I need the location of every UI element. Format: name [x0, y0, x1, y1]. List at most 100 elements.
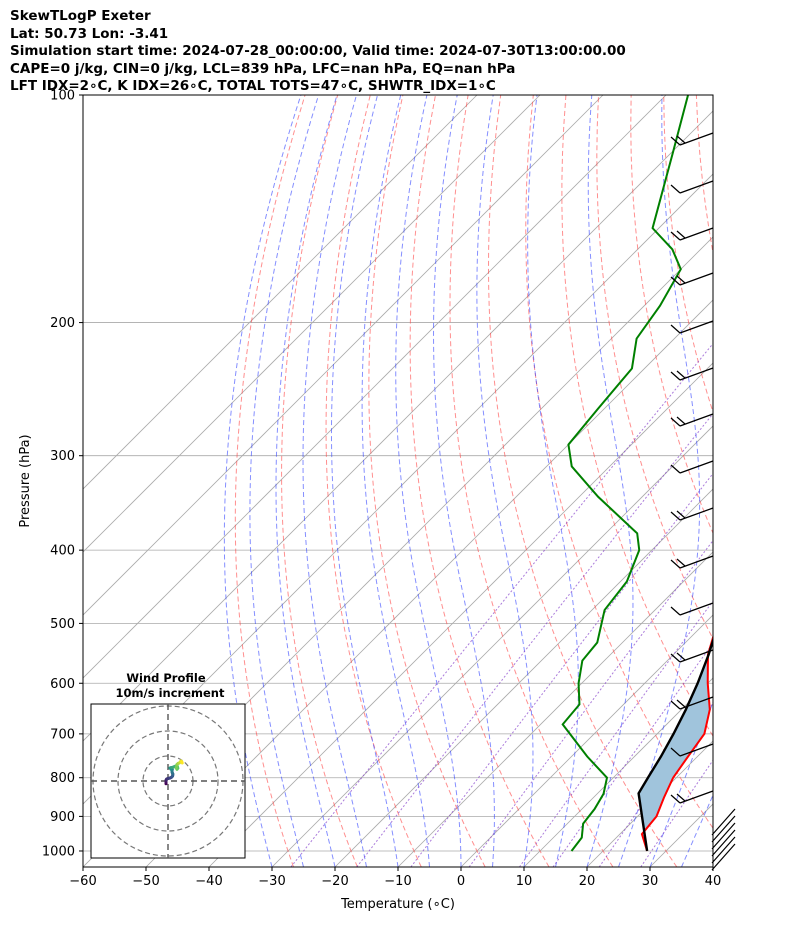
x-tick-label: 10 — [516, 874, 533, 889]
moist-adiabat — [433, 95, 495, 867]
y-tick-label: 1000 — [42, 844, 75, 859]
dry-adiabat — [325, 95, 422, 867]
wind-barb — [670, 272, 714, 286]
cape-shading — [638, 637, 713, 851]
wind-barb — [711, 829, 736, 857]
x-axis-label: Temperature (∘C) — [340, 897, 455, 912]
wind-barb — [670, 696, 714, 710]
x-tick-label: −40 — [195, 874, 222, 889]
x-tick-label: −50 — [132, 874, 159, 889]
wind-barb — [670, 413, 714, 427]
dry-adiabat — [663, 95, 713, 414]
y-tick-label: 800 — [50, 771, 75, 786]
isotherm-line — [83, 95, 604, 616]
wind-barb — [670, 132, 714, 146]
wind-barb — [670, 180, 714, 194]
wind-barb — [711, 808, 736, 836]
dry-adiabat — [630, 95, 713, 535]
wind-barb — [711, 822, 736, 850]
dry-adiabat — [695, 95, 713, 256]
y-tick-label: 100 — [50, 89, 75, 104]
x-tick-label: 40 — [705, 874, 722, 889]
isotherm-line — [83, 95, 478, 490]
moist-adiabat — [527, 95, 579, 867]
moist-adiabat — [275, 95, 338, 867]
wind-barb — [670, 649, 714, 663]
mixing-ratio-line — [290, 342, 713, 867]
x-tick-label: −10 — [384, 874, 411, 889]
wind-barb — [670, 320, 714, 334]
isotherm-line — [523, 677, 713, 867]
y-tick-label: 300 — [50, 449, 75, 464]
x-tick-label: −60 — [69, 874, 96, 889]
moist-adiabat — [395, 95, 462, 867]
moist-adiabat — [223, 95, 302, 867]
mixing-ratio-line — [640, 759, 713, 867]
wind-barb — [670, 790, 714, 804]
temperature-line — [640, 634, 713, 852]
y-tick-label: 500 — [50, 617, 75, 632]
moist-adiabat — [361, 95, 430, 867]
dewpoint-line — [561, 95, 690, 852]
moist-adiabat — [330, 95, 399, 867]
moist-adiabat — [649, 700, 713, 867]
moist-adiabat — [586, 95, 634, 867]
inset-subtitle: 10m/s increment — [116, 686, 225, 700]
moist-adiabat — [302, 95, 367, 867]
time-line: Simulation start time: 2024-07-28_00:00:… — [10, 43, 626, 60]
x-tick-label: 20 — [579, 874, 596, 889]
chart-title: SkewTLogP Exeter — [10, 8, 151, 24]
parcel-line — [637, 636, 713, 852]
dry-adiabat — [561, 95, 713, 738]
wind-barb — [670, 555, 714, 569]
isotherm-line — [712, 866, 713, 867]
cape-line: CAPE=0 j/kg, CIN=0 j/kg, LCL=839 hPa, LF… — [10, 60, 516, 77]
dry-adiabat — [762, 95, 794, 867]
isotherm-line — [460, 614, 713, 867]
isotherm-line — [397, 551, 713, 867]
wind-barb — [670, 460, 714, 474]
dry-adiabat — [281, 95, 358, 867]
wind-barb — [711, 815, 736, 843]
dry-adiabat — [525, 95, 713, 830]
isotherm-line — [208, 362, 713, 867]
mixing-ratio-line — [519, 600, 713, 867]
x-tick-label: −30 — [258, 874, 285, 889]
x-tick-label: −20 — [321, 874, 348, 889]
hodograph-ring — [117, 730, 219, 832]
chart-header: SkewTLogP Exeter Lat: 50.73 Lon: -3.41 S… — [10, 8, 770, 96]
y-tick-label: 900 — [50, 810, 75, 825]
isotherm-line — [145, 299, 713, 867]
y-tick-label: 600 — [50, 677, 75, 692]
moist-adiabat — [476, 95, 534, 867]
wind-barb — [711, 843, 736, 871]
mixing-ratio-line — [598, 702, 713, 867]
y-axis-label: Pressure (hPa) — [18, 434, 33, 527]
wind-barb — [670, 602, 714, 616]
y-tick-label: 400 — [50, 544, 75, 559]
y-tick-label: 200 — [50, 316, 75, 331]
moist-adiabat — [712, 865, 713, 867]
x-tick-label: 0 — [457, 874, 465, 889]
isotherm-line — [83, 95, 667, 679]
moist-adiabat — [618, 95, 701, 867]
x-tick-label: 30 — [642, 874, 659, 889]
moist-adiabat — [249, 95, 320, 867]
isotherm-line — [334, 488, 713, 867]
dry-adiabat — [409, 95, 550, 867]
wind-barb — [670, 367, 714, 381]
wind-barb — [670, 227, 714, 241]
dry-adiabat — [487, 95, 678, 867]
dry-adiabat — [234, 95, 306, 867]
wind-barb — [711, 836, 736, 864]
hodograph-segment — [180, 760, 184, 765]
dry-adiabat — [729, 95, 794, 867]
index-line: LFT IDX=2∘C, K IDX=26∘C, TOTAL TOTS=47∘C… — [10, 78, 496, 95]
moist-adiabat — [681, 793, 713, 867]
wind-barb — [670, 507, 714, 521]
isotherm-line — [83, 110, 713, 742]
dry-adiabat — [368, 95, 486, 867]
isotherm-line — [83, 95, 541, 553]
location-line: Lat: 50.73 Lon: -3.41 — [10, 25, 169, 42]
